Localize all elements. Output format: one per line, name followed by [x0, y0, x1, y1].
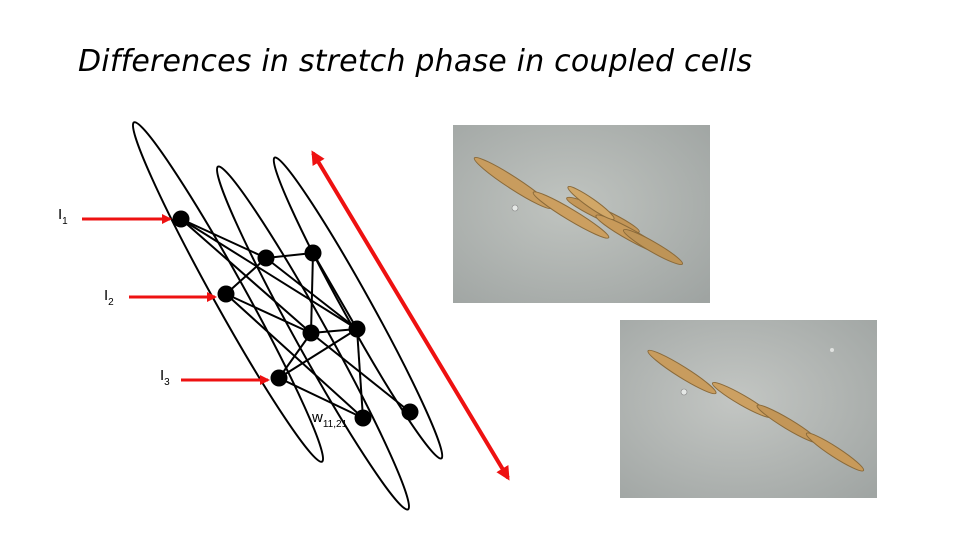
- connection-line: [180, 218, 358, 330]
- connection-line: [225, 257, 267, 295]
- coupled-diatom-cells-photo: [620, 320, 877, 498]
- stretch-double-arrow: [311, 150, 510, 481]
- neuron-node-8: [354, 409, 372, 427]
- neuron-node-9: [401, 403, 419, 421]
- connection-line: [225, 293, 312, 334]
- connection-line: [278, 332, 312, 379]
- neuron-node-3: [304, 244, 322, 262]
- slide-title: Differences in stretch phase in coupled …: [78, 44, 753, 79]
- neuron-node-4: [217, 285, 235, 303]
- neuron-node-6: [348, 320, 366, 338]
- input-label-3: I3: [160, 367, 170, 388]
- neuron-node-2: [257, 249, 275, 267]
- weight-label: w11,21: [311, 409, 348, 430]
- input-label-2: I2: [104, 287, 114, 308]
- input-label-1: I1: [58, 206, 68, 227]
- neuron-node-5: [302, 324, 320, 342]
- connection-line: [310, 252, 314, 334]
- neuron-node-7: [270, 369, 288, 387]
- connection-line: [180, 218, 267, 259]
- neuron-node-1: [172, 210, 190, 228]
- coupled-diatom-cells-stretched-photo: [453, 125, 710, 303]
